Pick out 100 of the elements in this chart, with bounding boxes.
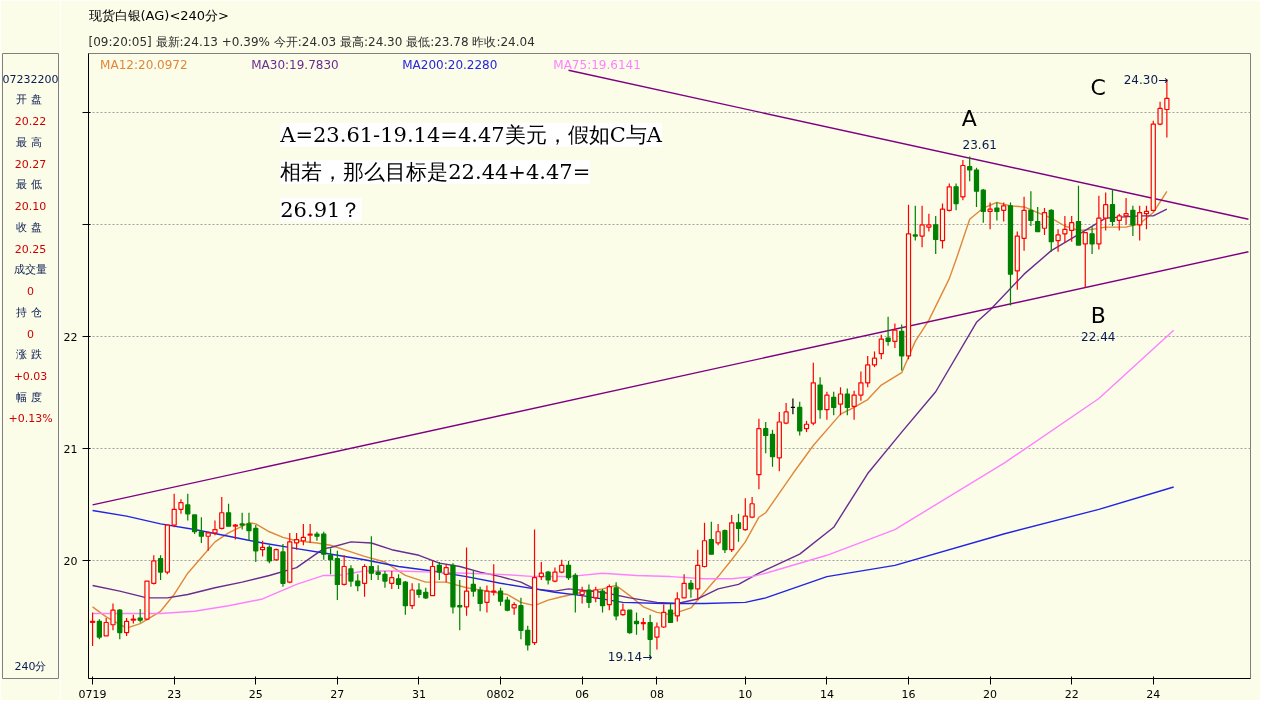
candlestick <box>1137 205 1143 242</box>
annotation: 23.61 <box>962 137 997 152</box>
annotation: C <box>1090 74 1106 100</box>
x-tick-label: 31 <box>411 687 426 701</box>
candlestick <box>443 563 449 583</box>
text: MA200:20.2280 <box>402 57 498 72</box>
candlestick <box>463 546 470 617</box>
y-tick-label: 22 <box>63 330 78 344</box>
candlestick <box>688 579 694 599</box>
candlestick <box>572 572 578 614</box>
candlestick <box>1089 226 1095 255</box>
candlestick <box>409 582 415 610</box>
candlestick <box>837 386 844 416</box>
candlestick <box>627 609 633 635</box>
candlestick <box>307 523 313 544</box>
candlestick <box>946 182 952 213</box>
text: +0.03 <box>13 370 48 383</box>
text: 涨 跌 <box>16 348 42 362</box>
candlestick <box>341 554 347 587</box>
text: 幅 度 <box>16 390 42 404</box>
line-series <box>91 329 1175 615</box>
candlestick <box>715 523 721 546</box>
annotation: 19.14→ <box>607 650 653 665</box>
candlestick <box>565 560 572 581</box>
candlestick <box>586 583 592 609</box>
candlestick <box>511 601 517 616</box>
candlestick <box>851 390 857 421</box>
x-tick-label: 0802 <box>486 687 515 701</box>
candlestick <box>185 493 191 522</box>
candlestick <box>892 322 898 349</box>
candlestick <box>191 514 198 535</box>
candlestick <box>402 580 408 616</box>
x-tick-label: 27 <box>330 687 345 701</box>
text: 0 <box>27 327 34 341</box>
text: 成交量 <box>14 263 47 277</box>
candlestick <box>967 155 973 182</box>
candlestick <box>735 513 742 543</box>
x-tick-label: 0719 <box>78 687 107 701</box>
annotation: 22.44 <box>1081 330 1116 345</box>
candlestick <box>681 573 687 599</box>
text: MA75:19.6141 <box>553 57 641 72</box>
x-tick-label: 25 <box>248 687 263 701</box>
x-tick-label: 14 <box>819 687 834 701</box>
candlestick <box>1055 228 1061 253</box>
candlestick <box>933 215 939 255</box>
candlestick <box>579 586 585 605</box>
annotation: 24.30→ <box>1123 73 1169 88</box>
candlestick <box>912 205 918 242</box>
chart-subtitle: [09:20:05] 最新:24.13 +0.39% 今开:24.03 最高:24.30 最低:23.78 昨收:24.04 <box>88 34 535 49</box>
text: 20.25 <box>14 242 47 256</box>
text: MA12:20.0972 <box>100 57 188 72</box>
candlestick <box>667 602 674 624</box>
text: 开 盘 <box>16 93 42 107</box>
y-tick-label: 20 <box>63 554 78 568</box>
annotation: A <box>961 106 977 131</box>
candlestick <box>1075 185 1082 246</box>
text: 240分 <box>14 659 47 673</box>
candlestick <box>1028 190 1034 227</box>
candlestick <box>858 371 864 402</box>
candlestick <box>885 316 891 347</box>
text: 0 <box>27 285 34 298</box>
candlestick <box>708 521 714 555</box>
line-series <box>91 486 1175 605</box>
x-tick-label: 08 <box>649 687 664 701</box>
text: 持 仓 <box>16 305 42 319</box>
candlestick <box>797 401 803 437</box>
candlestick <box>654 621 660 650</box>
candlestick <box>987 201 993 230</box>
candlestick <box>1130 205 1136 237</box>
candlestick <box>198 516 205 544</box>
candlestick <box>994 201 1000 221</box>
text: 20.27 <box>14 157 47 171</box>
annotation: A=23.61-19.14=4.47美元，假如C与A 相若，那么目标是22.44+4.47= 26.91？ <box>279 122 663 222</box>
x-tick-label: 20 <box>983 687 998 701</box>
text: 20.10 <box>14 200 47 213</box>
candlestick <box>844 387 850 416</box>
candlestick <box>361 563 368 598</box>
text: 最 低 <box>16 178 42 192</box>
candlestick <box>157 554 164 581</box>
candlestick <box>96 618 103 640</box>
candlestick <box>1035 206 1041 233</box>
candlestick <box>695 549 701 601</box>
candlestick <box>831 391 837 416</box>
chart-title: 现货白银(AG)<240分> <box>88 7 229 23</box>
candlestick <box>620 602 626 617</box>
y-tick-label: 21 <box>63 442 78 456</box>
x-tick-label: 24 <box>1146 687 1161 701</box>
candlestick <box>117 608 123 640</box>
candlestick <box>824 391 830 421</box>
candlestick <box>212 519 218 536</box>
text: +0.13% <box>8 412 53 425</box>
text: 07232200 <box>2 72 59 86</box>
x-tick-label: 16 <box>901 687 916 701</box>
candlestick <box>1001 201 1007 223</box>
candlestick <box>674 591 680 622</box>
x-tick-label: 06 <box>575 687 590 701</box>
candlestick <box>1082 232 1088 289</box>
candlestick <box>606 583 612 611</box>
candlestick <box>953 182 959 211</box>
annotation: B <box>1090 302 1106 328</box>
